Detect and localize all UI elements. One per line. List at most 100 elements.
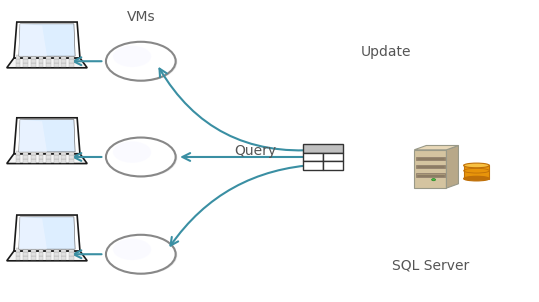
Polygon shape xyxy=(54,248,59,252)
Circle shape xyxy=(113,46,151,67)
Polygon shape xyxy=(19,217,75,249)
Polygon shape xyxy=(323,161,343,169)
Polygon shape xyxy=(19,24,75,56)
Polygon shape xyxy=(416,173,445,177)
Circle shape xyxy=(108,43,177,82)
Polygon shape xyxy=(61,248,66,252)
Polygon shape xyxy=(54,59,59,63)
Circle shape xyxy=(113,141,151,163)
Polygon shape xyxy=(416,165,445,169)
Polygon shape xyxy=(31,159,36,162)
Polygon shape xyxy=(23,252,28,256)
Text: Update: Update xyxy=(361,45,411,59)
Polygon shape xyxy=(23,55,28,59)
Polygon shape xyxy=(38,248,43,252)
Text: VMs: VMs xyxy=(127,10,155,24)
Polygon shape xyxy=(23,151,28,155)
Circle shape xyxy=(432,178,436,181)
Polygon shape xyxy=(69,59,74,63)
Polygon shape xyxy=(16,59,20,63)
Polygon shape xyxy=(31,151,36,155)
Polygon shape xyxy=(14,118,80,154)
Polygon shape xyxy=(46,55,51,59)
Polygon shape xyxy=(414,146,459,150)
Polygon shape xyxy=(31,59,36,63)
Polygon shape xyxy=(46,151,51,155)
Polygon shape xyxy=(69,63,74,67)
Ellipse shape xyxy=(464,163,489,168)
Polygon shape xyxy=(61,151,66,155)
Polygon shape xyxy=(31,252,36,256)
Polygon shape xyxy=(31,55,36,59)
Polygon shape xyxy=(23,159,28,162)
Ellipse shape xyxy=(464,176,489,181)
Polygon shape xyxy=(54,155,59,159)
Polygon shape xyxy=(23,248,28,252)
Polygon shape xyxy=(46,59,51,63)
Polygon shape xyxy=(54,55,59,59)
Polygon shape xyxy=(38,159,43,162)
Polygon shape xyxy=(38,155,43,159)
Polygon shape xyxy=(416,156,445,160)
Circle shape xyxy=(106,137,176,176)
Polygon shape xyxy=(23,155,28,159)
Polygon shape xyxy=(46,155,51,159)
Polygon shape xyxy=(31,63,36,67)
Polygon shape xyxy=(16,55,20,59)
Polygon shape xyxy=(54,256,59,260)
Text: Query: Query xyxy=(234,144,277,158)
Polygon shape xyxy=(61,155,66,159)
Polygon shape xyxy=(69,248,74,252)
Polygon shape xyxy=(61,59,66,63)
Polygon shape xyxy=(16,151,20,155)
Polygon shape xyxy=(464,165,489,178)
Circle shape xyxy=(106,235,176,274)
Polygon shape xyxy=(19,217,47,249)
Polygon shape xyxy=(69,252,74,256)
Polygon shape xyxy=(54,252,59,256)
Text: SQL Server: SQL Server xyxy=(392,258,469,272)
Polygon shape xyxy=(46,63,51,67)
Polygon shape xyxy=(61,63,66,67)
Polygon shape xyxy=(446,146,459,188)
Polygon shape xyxy=(19,24,47,56)
Polygon shape xyxy=(16,155,20,159)
Polygon shape xyxy=(61,55,66,59)
Polygon shape xyxy=(16,63,20,67)
Polygon shape xyxy=(54,151,59,155)
Polygon shape xyxy=(46,159,51,162)
Circle shape xyxy=(108,236,177,275)
Circle shape xyxy=(108,138,177,177)
Polygon shape xyxy=(46,256,51,260)
Polygon shape xyxy=(61,252,66,256)
Polygon shape xyxy=(31,248,36,252)
Polygon shape xyxy=(323,153,343,161)
Polygon shape xyxy=(23,63,28,67)
Polygon shape xyxy=(303,144,343,153)
Polygon shape xyxy=(38,151,43,155)
Polygon shape xyxy=(16,252,20,256)
Polygon shape xyxy=(69,151,74,155)
Polygon shape xyxy=(16,248,20,252)
Polygon shape xyxy=(7,58,87,68)
Polygon shape xyxy=(23,256,28,260)
Polygon shape xyxy=(19,120,75,152)
Polygon shape xyxy=(69,256,74,260)
Polygon shape xyxy=(38,63,43,67)
Polygon shape xyxy=(7,251,87,261)
Polygon shape xyxy=(46,252,51,256)
Polygon shape xyxy=(38,59,43,63)
Polygon shape xyxy=(7,154,87,164)
Polygon shape xyxy=(38,55,43,59)
Polygon shape xyxy=(61,256,66,260)
Circle shape xyxy=(106,42,176,81)
Polygon shape xyxy=(23,59,28,63)
Polygon shape xyxy=(414,150,446,188)
Polygon shape xyxy=(16,159,20,162)
Polygon shape xyxy=(19,120,47,152)
Polygon shape xyxy=(31,256,36,260)
Polygon shape xyxy=(303,153,323,161)
Polygon shape xyxy=(14,22,80,58)
Polygon shape xyxy=(54,159,59,162)
Polygon shape xyxy=(14,215,80,251)
